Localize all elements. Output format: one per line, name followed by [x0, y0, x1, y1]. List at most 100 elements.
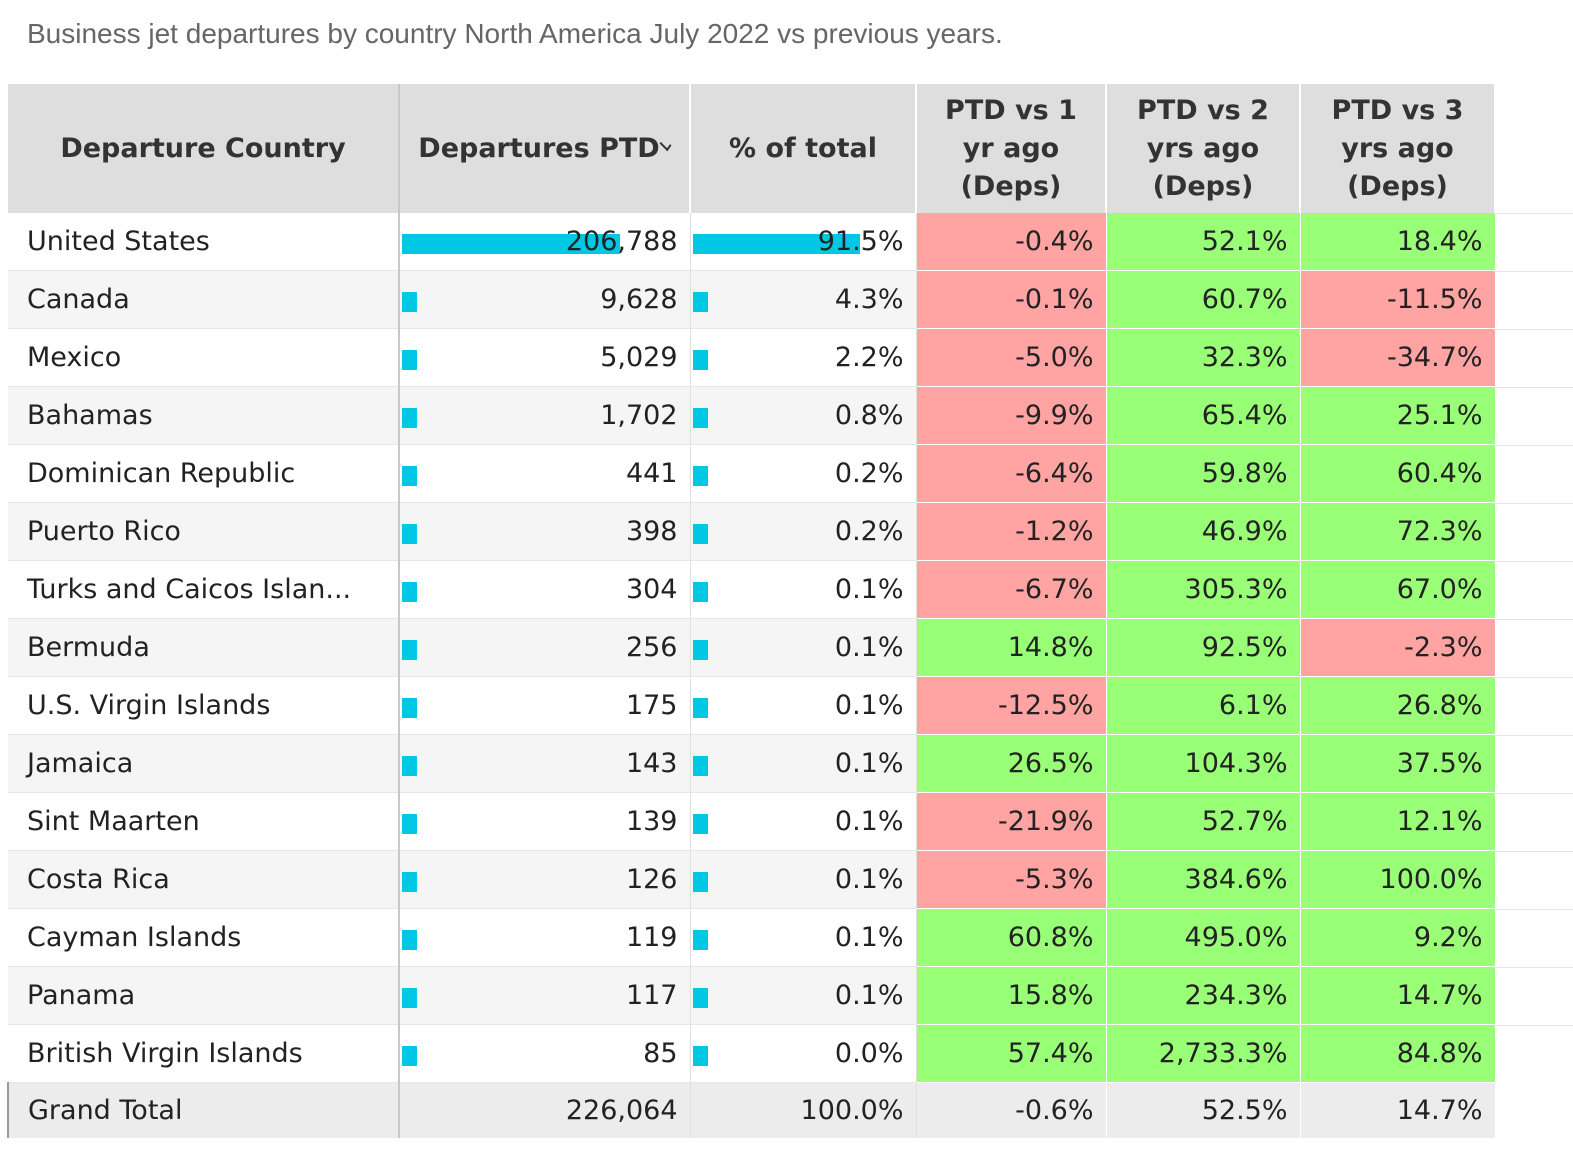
percent-total-cell: 0.1% — [690, 676, 917, 735]
country-cell: U.S. Virgin Islands — [8, 676, 400, 735]
grand-total-vs-1-yr: -0.6% — [916, 1082, 1107, 1138]
percent-total-cell: 0.2% — [690, 502, 917, 561]
percent-total-bar — [692, 408, 708, 428]
percent-total-cell: 0.1% — [690, 734, 917, 793]
percent-total-cell: 0.1% — [690, 618, 917, 677]
departures-cell: 5,029 — [399, 328, 691, 387]
percent-total-value: 0.1% — [834, 980, 904, 1011]
ptd-vs-1-yr-cell: -9.9% — [916, 386, 1107, 445]
row-rule — [1494, 387, 1573, 388]
table-row[interactable]: Sint Maarten 139 0.1% -21.9% 52.7% 12.1% — [8, 792, 1496, 851]
table-row[interactable]: U.S. Virgin Islands 175 0.1% -12.5% 6.1% 26.8… — [8, 676, 1496, 735]
departures-bar — [402, 234, 620, 254]
ptd-vs-2-yr-cell: 59.8% — [1106, 444, 1301, 503]
ptd-vs-1-yr-cell: -0.4% — [916, 213, 1107, 271]
row-rule — [1494, 735, 1573, 736]
percent-total-cell: 0.1% — [690, 850, 917, 909]
header-percent-of-total[interactable]: % of total — [690, 84, 917, 213]
ptd-vs-1-yr-cell: -6.4% — [916, 444, 1107, 503]
ptd-vs-2-yr-cell: 104.3% — [1106, 734, 1301, 793]
ptd-vs-1-yr-cell: 26.5% — [916, 734, 1107, 793]
ptd-vs-2-yr-cell: 305.3% — [1106, 560, 1301, 619]
departures-cell: 126 — [399, 850, 691, 909]
departures-value: 1,702 — [600, 400, 678, 431]
table-row[interactable]: Mexico 5,029 2.2% -5.0% 32.3% -34.7% — [8, 328, 1496, 387]
row-rule — [1494, 909, 1573, 910]
percent-total-cell: 0.0% — [690, 1024, 917, 1083]
header-vs-1-yr-ago[interactable]: PTD vs 1 yr ago (Deps) — [916, 84, 1107, 213]
grand-total-vs-3-yrs: 14.7% — [1300, 1082, 1496, 1138]
table-row[interactable]: Panama 117 0.1% 15.8% 234.3% 14.7% — [8, 966, 1496, 1025]
departures-value: 9,628 — [600, 284, 678, 315]
ptd-vs-3-yr-cell: 100.0% — [1300, 850, 1496, 909]
ptd-vs-2-yr-cell: 6.1% — [1106, 676, 1301, 735]
ptd-vs-2-yr-cell: 52.1% — [1106, 213, 1301, 271]
ptd-vs-2-yr-cell: 92.5% — [1106, 618, 1301, 677]
percent-total-value: 0.1% — [834, 574, 904, 605]
country-cell: Canada — [8, 270, 400, 329]
ptd-vs-1-yr-cell: -1.2% — [916, 502, 1107, 561]
percent-total-bar — [692, 988, 708, 1008]
percent-total-value: 0.1% — [834, 806, 904, 837]
table-row[interactable]: Costa Rica 126 0.1% -5.3% 384.6% 100.0% — [8, 850, 1496, 909]
percent-total-bar — [692, 814, 708, 834]
ptd-vs-1-yr-cell: -12.5% — [916, 676, 1107, 735]
departures-bar — [402, 582, 417, 602]
percent-total-cell: 2.2% — [690, 328, 917, 387]
percent-total-cell: 0.1% — [690, 792, 917, 851]
table-row[interactable]: Dominican Republic 441 0.2% -6.4% 59.8% 60.4% — [8, 444, 1496, 503]
header-vs-2-yrs-ago[interactable]: PTD vs 2 yrs ago (Deps) — [1106, 84, 1301, 213]
row-rule — [1494, 967, 1573, 968]
percent-total-cell: 91.5% — [690, 213, 917, 271]
row-rule — [1494, 1025, 1573, 1026]
ptd-vs-3-yr-cell: 18.4% — [1300, 213, 1496, 271]
header-row: Departure Country Departures PTD % of to… — [8, 84, 1496, 213]
sort-descending-icon[interactable] — [659, 137, 672, 151]
ptd-vs-3-yr-cell: -11.5% — [1300, 270, 1496, 329]
departures-cell: 1,702 — [399, 386, 691, 445]
ptd-vs-1-yr-cell: 15.8% — [916, 966, 1107, 1025]
percent-total-bar — [692, 1046, 708, 1066]
departures-bar — [402, 350, 417, 370]
table-row[interactable]: Turks and Caicos Islan... 304 0.1% -6.7% 305… — [8, 560, 1496, 619]
departures-table-container: Departure Country Departures PTD % of to… — [7, 84, 1496, 1138]
percent-total-value: 0.2% — [834, 516, 904, 547]
table-row[interactable]: Canada 9,628 4.3% -0.1% 60.7% -11.5% — [8, 270, 1496, 329]
header-vs-3-yrs-ago[interactable]: PTD vs 3 yrs ago (Deps) — [1300, 84, 1496, 213]
table-row[interactable]: Bahamas 1,702 0.8% -9.9% 65.4% 25.1% — [8, 386, 1496, 445]
header-departures-ptd[interactable]: Departures PTD — [399, 84, 691, 213]
percent-total-value: 0.1% — [834, 748, 904, 779]
departures-value: 126 — [625, 864, 678, 895]
departures-cell: 398 — [399, 502, 691, 561]
row-rule — [1494, 329, 1573, 330]
departures-bar — [402, 872, 417, 892]
row-rule — [1494, 503, 1573, 504]
table-row[interactable]: United States 206,788 91.5% -0.4% 52.1% 18.4% — [8, 213, 1496, 271]
header-departure-country[interactable]: Departure Country — [8, 84, 400, 213]
ptd-vs-3-yr-cell: 67.0% — [1300, 560, 1496, 619]
ptd-vs-1-yr-cell: -5.0% — [916, 328, 1107, 387]
table-row[interactable]: Jamaica 143 0.1% 26.5% 104.3% 37.5% — [8, 734, 1496, 793]
country-cell: British Virgin Islands — [8, 1024, 400, 1083]
percent-total-bar — [692, 524, 708, 544]
country-cell: Jamaica — [8, 734, 400, 793]
percent-total-cell: 4.3% — [690, 270, 917, 329]
ptd-vs-3-yr-cell: 14.7% — [1300, 966, 1496, 1025]
departures-bar — [402, 292, 417, 312]
row-rule — [1494, 619, 1573, 620]
percent-total-value: 4.3% — [834, 284, 904, 315]
table-row[interactable]: Cayman Islands 119 0.1% 60.8% 495.0% 9.2% — [8, 908, 1496, 967]
ptd-vs-1-yr-cell: -21.9% — [916, 792, 1107, 851]
departures-cell: 139 — [399, 792, 691, 851]
country-cell: United States — [8, 213, 400, 271]
percent-total-bar — [692, 756, 708, 776]
row-rule — [1494, 271, 1573, 272]
percent-total-bar — [692, 234, 860, 254]
table-row[interactable]: British Virgin Islands 85 0.0% 57.4% 2,733.3… — [8, 1024, 1496, 1083]
country-cell: Puerto Rico — [8, 502, 400, 561]
percent-total-cell: 0.1% — [690, 966, 917, 1025]
country-cell: Sint Maarten — [8, 792, 400, 851]
percent-total-value: 0.1% — [834, 632, 904, 663]
table-row[interactable]: Bermuda 256 0.1% 14.8% 92.5% -2.3% — [8, 618, 1496, 677]
table-row[interactable]: Puerto Rico 398 0.2% -1.2% 46.9% 72.3% — [8, 502, 1496, 561]
